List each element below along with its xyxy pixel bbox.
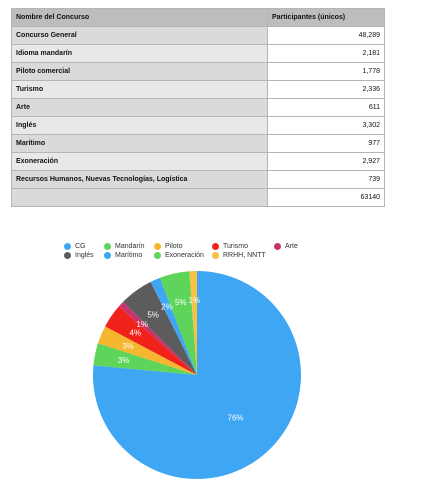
table-header-row: Nombre del Concurso Participantes (único… <box>11 8 385 27</box>
legend-swatch <box>154 243 161 250</box>
pie-slice <box>105 306 197 375</box>
pie-slice <box>123 281 197 375</box>
row-name: Turismo <box>11 80 268 99</box>
pie-slice-label: 1% <box>136 320 148 329</box>
legend-label: Inglés <box>75 252 94 259</box>
table-row: Arte 611 <box>11 98 385 117</box>
legend-swatch <box>274 243 281 250</box>
legend-swatch <box>154 252 161 259</box>
row-value: 611 <box>267 98 385 117</box>
pie-slice <box>118 301 197 375</box>
row-value: 977 <box>267 134 385 153</box>
pie-slice-label: 2% <box>161 302 173 311</box>
legend-label: Mandarín <box>115 243 145 250</box>
total-label <box>11 188 268 207</box>
pie-slice-label: 3% <box>122 342 134 351</box>
legend-item: Exoneración <box>154 252 212 259</box>
row-name: Arte <box>11 98 268 117</box>
legend-item: Turismo <box>212 243 274 250</box>
table-row: Recursos Humanos, Nuevas Tecnologías, Lo… <box>11 170 385 189</box>
legend-swatch <box>212 252 219 259</box>
row-value: 3,302 <box>267 116 385 135</box>
legend-swatch <box>212 243 219 250</box>
legend-swatch <box>64 252 71 259</box>
row-value: 739 <box>267 170 385 189</box>
row-value: 2,181 <box>267 44 385 63</box>
row-name: Recursos Humanos, Nuevas Tecnologías, Lo… <box>11 170 268 189</box>
legend-label: CG <box>75 243 86 250</box>
legend-swatch <box>104 252 111 259</box>
table-row: Idioma mandarín 2,181 <box>11 44 385 63</box>
pie-slice <box>150 277 197 375</box>
pie-slice-label: 1% <box>188 296 200 305</box>
legend-item: Inglés <box>64 252 104 259</box>
chart-legend: CG Mandarín Piloto Turismo Arte Inglés Marítim… <box>64 243 364 259</box>
pie-slice-label: 5% <box>147 310 159 319</box>
pie-slice-label: 76% <box>228 413 244 422</box>
pie-slice <box>97 326 197 375</box>
legend-label: Piloto <box>165 243 183 250</box>
table-row: Turismo 2,336 <box>11 80 385 99</box>
legend-item: Arte <box>274 243 324 250</box>
participants-table: Nombre del Concurso Participantes (único… <box>11 8 385 207</box>
pie-slice-label: 4% <box>130 329 142 338</box>
pie-labels: 76%3%3%4%1%5%2%5% 1% <box>118 296 244 422</box>
header-participants: Participantes (únicos) <box>267 8 385 27</box>
pie-slice <box>93 271 301 480</box>
legend-item: Marítimo <box>104 252 154 259</box>
legend-swatch <box>104 243 111 250</box>
pie-slice <box>159 271 197 375</box>
pie-slice-label: 3% <box>118 356 130 365</box>
row-value: 1,778 <box>267 62 385 81</box>
row-name: Idioma mandarín <box>11 44 268 63</box>
row-name: Inglés <box>11 116 268 135</box>
legend-item: Mandarín <box>104 243 154 250</box>
pie-slice <box>93 343 197 375</box>
row-name: Exoneración <box>11 152 268 171</box>
legend-item: Piloto <box>154 243 212 250</box>
table-row: Inglés 3,302 <box>11 116 385 135</box>
legend-item: RRHH, NNTT <box>212 252 274 259</box>
header-contest-name: Nombre del Concurso <box>11 8 268 27</box>
pie-slices <box>93 271 301 480</box>
legend-label: Arte <box>285 243 298 250</box>
legend-label: Exoneración <box>165 252 204 259</box>
total-value: 63140 <box>267 188 385 207</box>
legend-label: Marítimo <box>115 252 143 259</box>
legend-swatch <box>64 243 71 250</box>
pie-slice-label: 5% <box>175 298 187 307</box>
legend-item: CG <box>64 243 104 250</box>
table-total-row: 63140 <box>11 188 385 207</box>
legend-label: Turismo <box>223 243 249 250</box>
legend-label: RRHH, NNTT <box>223 252 266 259</box>
table-row: Piloto comercial 1,778 <box>11 62 385 81</box>
pie-slice <box>189 271 197 375</box>
row-name: Piloto comercial <box>11 62 268 81</box>
